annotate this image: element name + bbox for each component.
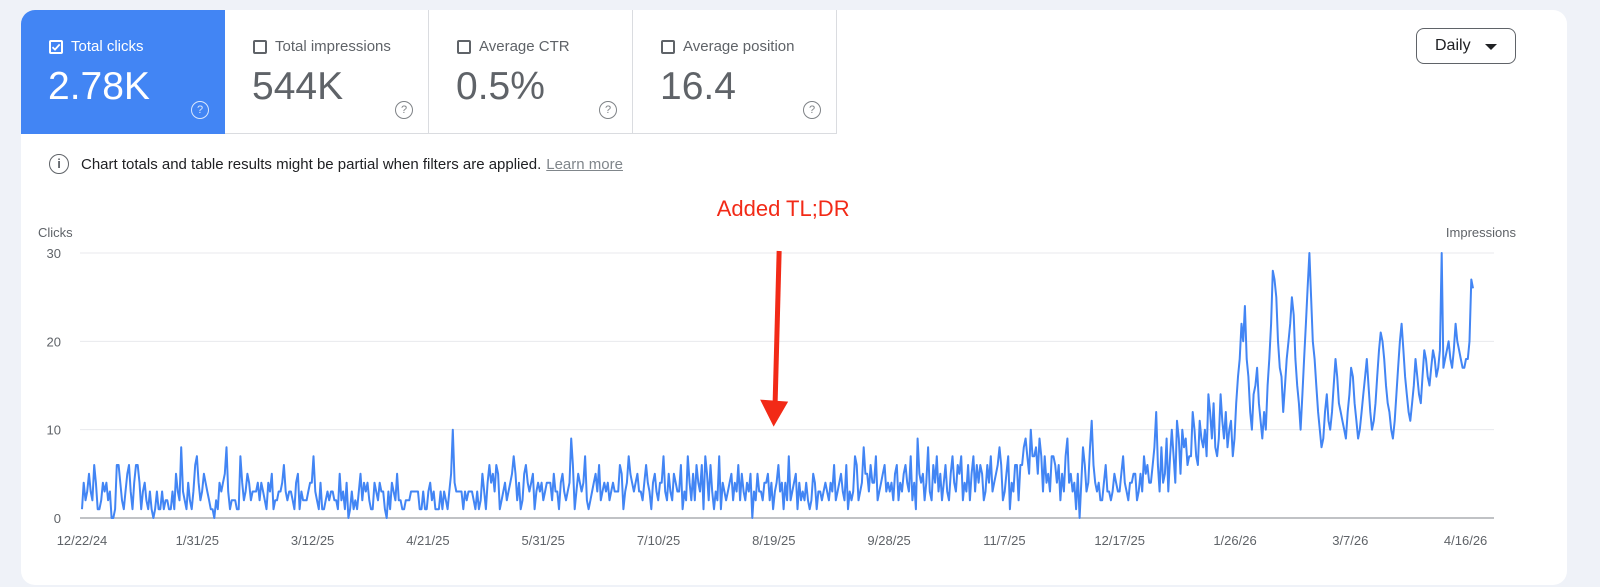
help-icon[interactable]: ? <box>599 101 617 119</box>
period-dropdown-value: Daily <box>1435 37 1471 54</box>
x-tick-label: 4/16/26 <box>1444 533 1487 548</box>
metric-value: 2.78K <box>48 65 150 108</box>
annotation-label: Added TL;DR <box>717 196 850 221</box>
x-tick-label: 12/17/25 <box>1094 533 1145 548</box>
metric-average-position[interactable]: Average position 16.4 ? <box>633 10 837 134</box>
caret-down-icon <box>1485 44 1497 50</box>
annotation-arrow-shaft <box>772 250 782 402</box>
x-tick-label: 9/28/25 <box>867 533 910 548</box>
checkbox-icon[interactable] <box>661 39 675 54</box>
help-icon[interactable]: ? <box>191 101 209 119</box>
performance-card: Total clicks 2.78K ? Total impressions 5… <box>21 10 1567 585</box>
checkbox-icon[interactable] <box>457 39 471 54</box>
x-tick-label: 1/26/26 <box>1213 533 1256 548</box>
metric-header: Average CTR <box>457 38 570 55</box>
metric-label: Average position <box>683 38 795 55</box>
annotation-arrow-head <box>760 399 789 427</box>
y-tick-label: 20 <box>47 334 61 349</box>
metric-label: Total clicks <box>71 38 144 55</box>
clicks-line-chart: 0 10 20 30 12/22/24 1/31/25 3/12/25 4/21/25 5/3… <box>38 196 1517 548</box>
metric-header: Total clicks <box>49 38 144 55</box>
learn-more-link[interactable]: Learn more <box>546 155 623 173</box>
checkbox-icon[interactable] <box>253 39 267 54</box>
metric-tabs: Total clicks 2.78K ? Total impressions 5… <box>21 10 837 135</box>
x-tick-label: 5/31/25 <box>522 533 565 548</box>
x-tick-label: 7/10/25 <box>637 533 680 548</box>
y-tick-label: 30 <box>47 246 61 261</box>
x-tick-label: 1/31/25 <box>176 533 219 548</box>
x-tick-label: 4/21/25 <box>406 533 449 548</box>
notice-text: Chart totals and table results might be … <box>81 155 542 173</box>
period-dropdown[interactable]: Daily <box>1416 28 1516 64</box>
metric-value: 16.4 <box>660 65 736 108</box>
x-tick-label: 8/19/25 <box>752 533 795 548</box>
series-line <box>81 252 1474 519</box>
checkbox-checked-icon[interactable] <box>49 39 63 54</box>
metric-header: Average position <box>661 38 794 55</box>
metric-total-impressions[interactable]: Total impressions 544K ? <box>225 10 429 134</box>
partial-data-notice: i Chart totals and table results might b… <box>49 154 623 174</box>
y2-axis-label: Impressions <box>1446 225 1517 240</box>
x-tick-label: 3/12/25 <box>291 533 334 548</box>
y-tick-label: 10 <box>47 423 61 438</box>
help-icon[interactable]: ? <box>395 101 413 119</box>
metric-average-ctr[interactable]: Average CTR 0.5% ? <box>429 10 633 134</box>
x-tick-label: 12/22/24 <box>57 533 108 548</box>
info-icon: i <box>49 154 69 174</box>
x-tick-label: 3/7/26 <box>1332 533 1368 548</box>
metric-label: Total impressions <box>275 38 391 55</box>
y-axis-label: Clicks <box>38 225 73 240</box>
x-tick-label: 11/7/25 <box>983 533 1025 548</box>
help-icon[interactable]: ? <box>803 101 821 119</box>
metric-total-clicks[interactable]: Total clicks 2.78K ? <box>21 10 225 134</box>
metric-label: Average CTR <box>479 38 570 55</box>
metric-value: 544K <box>252 65 344 108</box>
metric-value: 0.5% <box>456 65 545 108</box>
metric-header: Total impressions <box>253 38 391 55</box>
y-tick-label: 0 <box>54 511 61 526</box>
